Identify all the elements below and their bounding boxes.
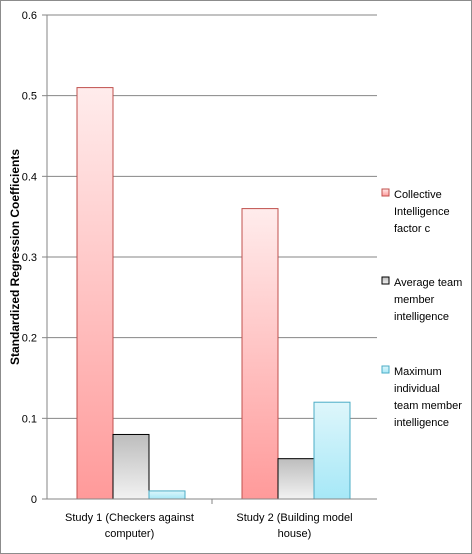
legend: Collective Intelligence factor c Average te… <box>381 188 462 429</box>
legend-label: Intelligence <box>394 206 450 218</box>
x-tick-label: Study 2 (Building model <box>236 512 352 524</box>
legend-label: intelligence <box>394 417 449 429</box>
x-tick-label: house) <box>278 528 312 540</box>
y-tick-label: 0.4 <box>22 171 37 183</box>
bar <box>112 433 150 500</box>
bar <box>241 208 279 500</box>
legend-swatch <box>381 365 390 374</box>
x-tick-label: computer) <box>105 528 155 540</box>
legend-label: intelligence <box>394 311 449 323</box>
bar <box>148 490 186 500</box>
bar <box>277 458 315 500</box>
y-tick-label: 0.6 <box>22 10 37 22</box>
legend-label: factor c <box>394 223 431 235</box>
legend-label: team member <box>394 400 462 412</box>
x-tick-label: Study 1 (Checkers against <box>65 512 194 524</box>
axes: 0 0.1 0.2 0.3 0.4 0.5 0.6 Study 1 (Checkers aga… <box>22 10 377 540</box>
legend-label: Average team <box>394 277 462 289</box>
y-tick-label: 0.1 <box>22 413 37 425</box>
bar <box>313 401 351 500</box>
y-tick-label: 0 <box>31 494 37 506</box>
y-tick-label: 0.5 <box>22 91 37 103</box>
y-axis-title: Standardized Regression Coefficients <box>8 149 22 365</box>
legend-swatch <box>381 188 390 197</box>
legend-label: Collective <box>394 189 442 201</box>
legend-label: individual <box>394 383 440 395</box>
y-tick-label: 0.2 <box>22 333 37 345</box>
y-tick-label: 0.3 <box>22 252 37 264</box>
bar <box>76 87 114 500</box>
legend-label: member <box>394 294 435 306</box>
legend-swatch <box>381 276 390 285</box>
bars <box>76 87 351 500</box>
legend-label: Maximum <box>394 366 442 378</box>
